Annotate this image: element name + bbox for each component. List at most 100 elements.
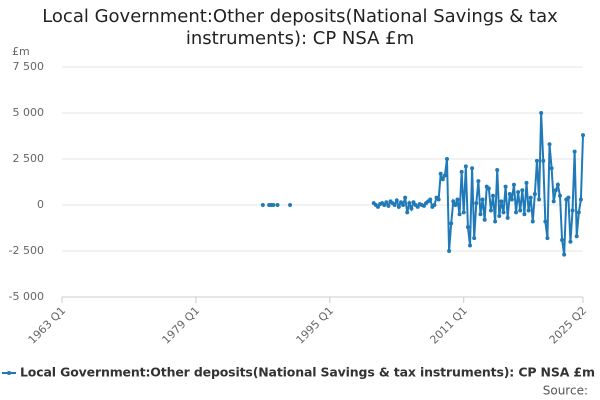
point [428, 197, 433, 202]
point [534, 158, 539, 163]
point [553, 188, 558, 193]
x-tick-label: 1963 Q1 [26, 304, 69, 347]
point [520, 188, 525, 193]
point [288, 203, 293, 207]
chart-title: Local Government:Other deposits(National… [42, 6, 558, 49]
point [421, 203, 426, 208]
point [576, 210, 581, 215]
point [472, 236, 477, 241]
point [491, 193, 496, 198]
point [461, 210, 466, 215]
y-unit: £m [12, 45, 30, 58]
point [509, 197, 514, 202]
point [562, 252, 567, 257]
point [449, 221, 454, 226]
point [459, 169, 464, 174]
point [457, 212, 462, 217]
point [549, 166, 554, 171]
point [453, 203, 458, 207]
point [260, 203, 265, 207]
point [486, 186, 491, 191]
y-tick-label: 5 000 [13, 106, 45, 119]
point [551, 199, 556, 204]
legend-marker [7, 371, 11, 375]
point [375, 204, 380, 209]
point [415, 204, 420, 209]
point [528, 195, 533, 200]
point [392, 203, 397, 207]
point [555, 182, 560, 187]
point [396, 204, 401, 209]
point [539, 111, 544, 115]
point [566, 195, 571, 200]
point [493, 219, 498, 224]
point [503, 184, 508, 189]
point [501, 210, 506, 215]
point [451, 199, 456, 204]
point [568, 239, 573, 244]
point [497, 214, 502, 219]
point [386, 203, 391, 208]
point [581, 133, 585, 138]
point [537, 197, 542, 202]
x-tick-label: 2025 Q2 [547, 304, 590, 347]
point [578, 197, 583, 202]
point [394, 198, 399, 203]
point [447, 249, 452, 253]
x-tick-label: 1995 Q1 [294, 304, 337, 347]
point [507, 191, 512, 196]
y-tick-label: -2 500 [9, 244, 44, 257]
x-tick-label: 2011 Q1 [427, 304, 470, 347]
point [505, 215, 510, 220]
point [405, 210, 410, 215]
point [522, 212, 527, 217]
point [407, 201, 412, 206]
point [516, 190, 521, 195]
point [465, 225, 470, 230]
point [403, 195, 408, 200]
point [480, 197, 485, 202]
point [541, 158, 546, 163]
point [438, 171, 443, 176]
point [574, 234, 579, 239]
source: Source: [543, 384, 588, 398]
point [545, 236, 550, 241]
point [572, 149, 577, 154]
point [409, 206, 414, 211]
point [411, 200, 416, 205]
point [547, 142, 552, 147]
series-line [373, 112, 584, 255]
y-tick-label: 7 500 [13, 60, 45, 73]
legend-label: Local Government:Other deposits(National… [20, 365, 595, 380]
point [442, 173, 447, 178]
point [543, 219, 548, 224]
point [530, 219, 535, 224]
point [382, 203, 387, 207]
point [440, 177, 445, 182]
point [384, 200, 389, 205]
point [275, 203, 280, 207]
point [470, 166, 475, 171]
point [532, 191, 537, 196]
point [444, 157, 449, 161]
point [560, 237, 565, 242]
y-tick-label: -5 000 [9, 290, 44, 303]
x-tick-label: 1979 Q1 [160, 304, 203, 347]
point [398, 200, 403, 205]
point [271, 203, 276, 207]
point [401, 203, 406, 207]
point [474, 201, 479, 206]
point [518, 208, 523, 213]
point [468, 243, 473, 248]
point [482, 217, 487, 222]
point [570, 208, 575, 213]
point [526, 208, 531, 213]
point [455, 197, 460, 202]
point [524, 180, 529, 185]
point [432, 203, 437, 207]
point [511, 182, 516, 187]
point [514, 210, 519, 215]
y-tick-label: 0 [37, 198, 44, 211]
